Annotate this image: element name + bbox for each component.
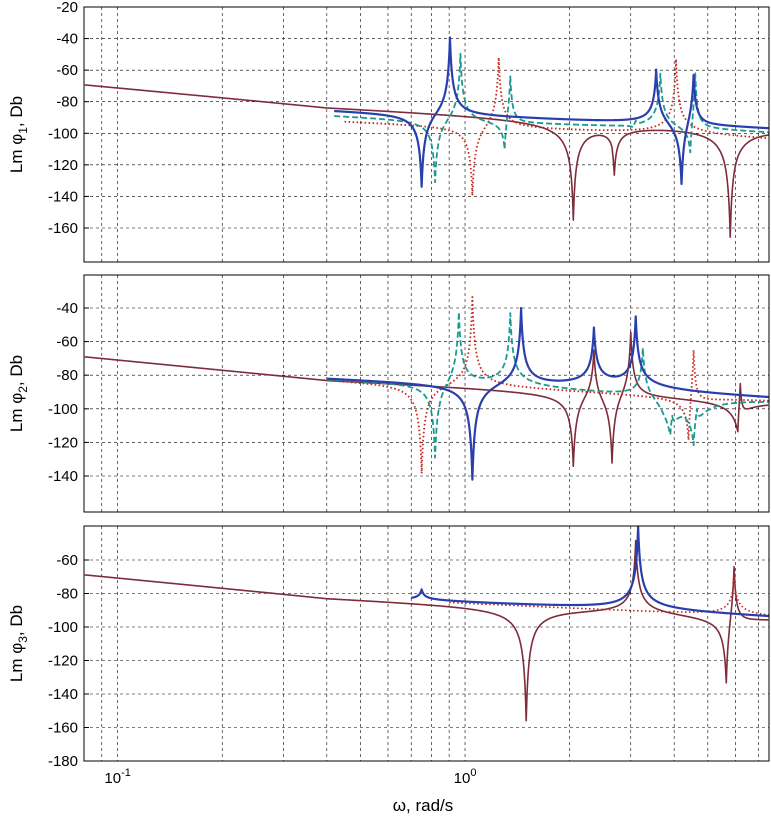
y-tick-label: -140 xyxy=(48,188,78,205)
series-line-blue xyxy=(410,526,769,618)
series-line-teal xyxy=(333,52,769,184)
panel-1: -20 -40 -60 -80 -100 -120 -140 -160 Lm φ1, Db xyxy=(7,0,770,263)
x-tick-label: 10-1 xyxy=(104,767,130,787)
y-tick-label: -100 xyxy=(48,125,78,142)
x-axis-title: ω, rad/s xyxy=(393,796,454,815)
panel-2: -40 -60 -80 -100 -120 -140 Lm φ2, Db xyxy=(7,274,770,513)
series-group-1 xyxy=(84,36,769,238)
y-tick-label: -80 xyxy=(56,94,78,111)
y-tick-label: -140 xyxy=(48,686,78,703)
series-line-blue xyxy=(333,36,769,188)
y-tick-label: -120 xyxy=(48,653,78,670)
y-tick-label: -160 xyxy=(48,720,78,737)
y-tick-label: -100 xyxy=(48,401,78,418)
y-tick-label: -40 xyxy=(56,31,78,48)
y-tick-label: -20 xyxy=(56,0,78,16)
grid-1 xyxy=(84,7,769,262)
y-tick-label: -60 xyxy=(56,334,78,351)
series-group-2 xyxy=(84,296,769,481)
grid-3 xyxy=(84,526,769,761)
y-tick-label: -60 xyxy=(56,62,78,79)
y-tick-label: -40 xyxy=(56,300,78,317)
y-tick-label: -120 xyxy=(48,434,78,451)
panel-3: -60 -80 -100 -120 -140 -160 -180 Lm φ3, Db xyxy=(7,525,770,770)
series-line-red xyxy=(344,56,769,197)
plot-area-3 xyxy=(84,526,769,761)
grid-2 xyxy=(84,275,769,512)
y-axis-title-2: Lm φ2, Db xyxy=(7,355,30,432)
series-line-blue xyxy=(326,306,769,481)
y-tick-label: -180 xyxy=(48,753,78,770)
y-tick-label: -140 xyxy=(48,468,78,485)
y-tick-label: -60 xyxy=(56,552,78,569)
plot-frame-1 xyxy=(83,6,770,263)
y-tick-label: -160 xyxy=(48,220,78,237)
y-tick-label: -100 xyxy=(48,619,78,636)
y-tick-label: -80 xyxy=(56,367,78,384)
series-line-teal xyxy=(326,311,769,459)
y-axis-title-3: Lm φ3, Db xyxy=(7,605,30,682)
y-tick-label: -120 xyxy=(48,157,78,174)
series-line-maroon xyxy=(84,331,769,467)
plot-frame-3 xyxy=(83,525,770,762)
x-tick-label: 100 xyxy=(454,767,477,787)
series-line-maroon xyxy=(84,84,769,238)
panels-layer: -20 -40 -60 -80 -100 -120 -140 -160 Lm φ1, Db -40… xyxy=(7,0,770,787)
series-group-3 xyxy=(84,526,769,722)
plot-area-2 xyxy=(84,275,769,512)
series-line-red xyxy=(448,575,769,616)
series-line-red xyxy=(326,296,769,475)
y-axis-title-1: Lm φ1, Db xyxy=(7,96,30,173)
series-line-maroon xyxy=(84,539,769,722)
y-tick-label: -80 xyxy=(56,586,78,603)
plot-frame-2 xyxy=(83,274,770,513)
